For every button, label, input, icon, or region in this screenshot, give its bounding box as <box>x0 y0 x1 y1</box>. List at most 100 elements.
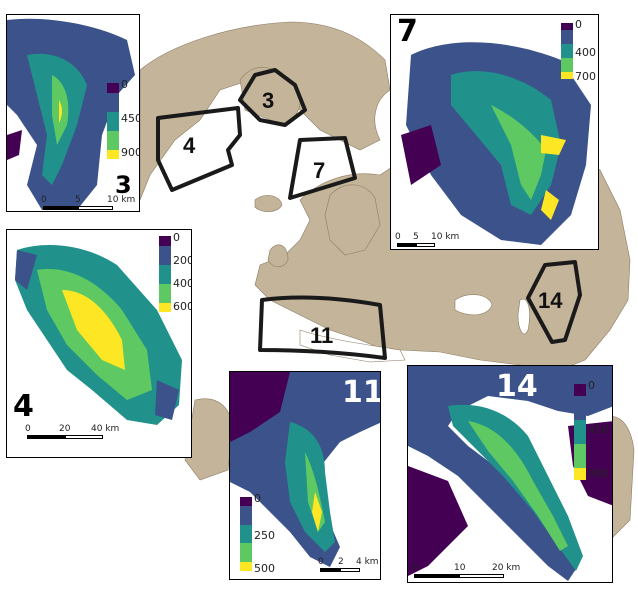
colorbar-tick: 0 <box>121 78 128 91</box>
region-label-14: 14 <box>538 288 563 313</box>
colorbar-cell <box>107 130 119 140</box>
thickness-map-4 <box>15 245 182 425</box>
region-label-3: 3 <box>262 88 274 113</box>
colorbar-tick: 600 <box>173 300 192 313</box>
colorbar-cell <box>574 468 586 480</box>
colorbar-tick: 0 <box>588 379 595 392</box>
colorbar-cell <box>561 51 573 58</box>
region-label-4: 4 <box>183 133 196 158</box>
colorbar-cell <box>159 302 171 312</box>
colorbar-cell <box>240 552 252 562</box>
scalebar-label: 5 <box>75 195 81 205</box>
colorbar-tick: 250 <box>254 529 275 542</box>
colorbar-11 <box>240 497 252 571</box>
colorbar-tick: 700 <box>575 70 596 83</box>
colorbar-tick: 0 <box>173 231 180 244</box>
colorbar-cell <box>240 515 252 525</box>
caspian-water <box>517 298 530 335</box>
colorbar-3 <box>107 83 119 159</box>
region-outline-4 <box>156 106 242 192</box>
colorbar-tick: 500 <box>254 562 275 575</box>
colorbar-tick: 200 <box>173 254 192 267</box>
scalebar-7 <box>397 243 435 247</box>
colorbar-cell <box>561 23 573 30</box>
colorbar-cell <box>159 236 171 246</box>
panel-label-7: 7 <box>397 14 418 49</box>
region-outline-11 <box>258 295 387 360</box>
colorbar-4 <box>159 236 171 312</box>
scalebar-3 <box>43 206 113 210</box>
colorbar-cell <box>561 65 573 72</box>
scalebar-label: 0 <box>412 563 418 573</box>
region-outline-7 <box>288 136 357 200</box>
colorbar-14 <box>574 384 586 480</box>
scalebar-label: 20 <box>59 424 71 434</box>
scalebar-label: 2 <box>338 557 344 567</box>
colorbar-tick: 400 <box>173 277 192 290</box>
black-sea-water <box>454 294 493 316</box>
inset-panel-3: 3 0 450 900 0 5 10 km <box>6 14 140 212</box>
colorbar-cell <box>561 44 573 51</box>
colorbar-cell <box>574 384 586 396</box>
colorbar-cell <box>240 497 252 507</box>
scalebar-label: 0 <box>41 195 47 205</box>
colorbar-cell <box>159 245 171 255</box>
colorbar-cell <box>107 111 119 121</box>
colorbar-cell <box>159 293 171 303</box>
inset-panel-11: 11 0 250 500 0 2 4 km <box>229 371 381 580</box>
canada-greenland-land <box>139 21 391 201</box>
mediterranean-water <box>299 329 406 363</box>
scalebar-14 <box>414 574 504 578</box>
colorbar-cell <box>574 420 586 432</box>
colorbar-cell <box>107 121 119 131</box>
scalebar-label: 0 <box>25 424 31 434</box>
panel-label-11: 11 <box>342 375 381 410</box>
colorbar-cell <box>159 274 171 284</box>
africa-land <box>184 398 233 481</box>
thickness-map-3 <box>7 18 135 210</box>
colorbar-cell <box>561 58 573 65</box>
colorbar-cell <box>107 92 119 102</box>
colorbar-cell <box>159 283 171 293</box>
region-label-7: 7 <box>313 158 325 183</box>
colorbar-cell <box>561 72 573 79</box>
colorbar-cell <box>240 534 252 544</box>
colorbar-7 <box>561 23 573 79</box>
colorbar-cell <box>574 456 586 468</box>
colorbar-tick: 0 <box>254 492 261 505</box>
panel-label-14: 14 <box>496 369 538 404</box>
panel-label-4: 4 <box>13 389 34 424</box>
colorbar-cell <box>107 102 119 112</box>
scandinavia-land <box>324 184 381 256</box>
colorbar-cell <box>240 506 252 516</box>
colorbar-cell <box>107 149 119 159</box>
region-outline-3 <box>238 68 307 127</box>
scalebar-label: 40 km <box>91 424 120 434</box>
scalebar-label: 20 km <box>492 563 521 573</box>
scalebar-4 <box>27 435 103 439</box>
colorbar-tick: 400 <box>575 46 596 59</box>
colorbar-cell <box>159 264 171 274</box>
scalebar-label: 5 <box>413 232 419 242</box>
british-isles-land <box>267 244 289 268</box>
thickness-map-14 <box>408 366 612 581</box>
colorbar-tick: 900 <box>121 146 140 159</box>
colorbar-cell <box>574 396 586 408</box>
inset-panel-14: 14 0 450 900 0 10 20 km <box>407 365 613 583</box>
scalebar-11 <box>320 568 360 572</box>
colorbar-tick: 0 <box>575 18 582 31</box>
panel-label-3: 3 <box>115 171 132 199</box>
colorbar-cell <box>574 408 586 420</box>
region-outline-14 <box>526 260 582 344</box>
inset-panel-4: 4 0 200 400 600 0 20 40 km <box>6 229 192 458</box>
scalebar-label: 10 km <box>107 195 136 205</box>
scalebar-label: 4 km <box>356 557 379 567</box>
scalebar-label: 10 km <box>431 232 460 242</box>
thickness-map-7 <box>401 42 591 246</box>
inset-panel-7: 7 0 400 700 0 5 10 km <box>390 14 599 250</box>
region-label-11: 11 <box>310 323 333 348</box>
colorbar-cell <box>107 140 119 150</box>
scalebar-label: 0 <box>395 232 401 242</box>
